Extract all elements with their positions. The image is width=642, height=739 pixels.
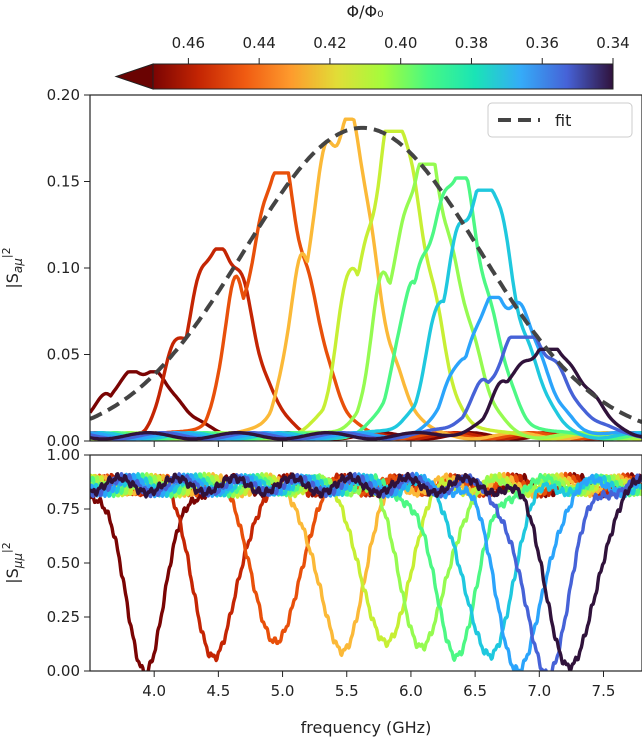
top-series-line [90,347,642,441]
colorbar-tick-label: 0.36 [526,34,559,52]
colorbar-label: Φ/Φ₀ [347,2,384,21]
legend-box [487,102,633,138]
top-series-line [90,247,642,441]
bottom-panel: 4.0 4.5 5.0 5.5 6.0 6.5 7.0 7.5 0.00 0.25 0.50 0.75… [0,446,642,737]
top-y-tick-label: 0.15 [47,173,80,191]
top-panel: 0.00 0.05 0.10 0.15 0.20 |Saμ|2 fit [0,86,642,450]
bottom-series-line [90,471,642,652]
bottom-axes-frame [89,454,642,672]
bottom-series-line [90,472,642,663]
bottom-y-tick-label: 0.75 [47,500,80,518]
bottom-y-tick-label: 0.00 [47,662,80,680]
top-series-line [90,335,642,441]
top-series-lines [90,117,642,441]
colorbar-tick-label: 0.44 [242,34,275,52]
bottom-ylabel: |Sμμ|2 [0,542,25,584]
top-y-tick-label: 0.05 [47,346,80,364]
bottom-y-tick-label: 1.00 [47,446,80,464]
x-tick-label: 4.5 [206,682,230,700]
top-y-tick-label: 0.10 [47,259,80,277]
colorbar-tick-label: 0.34 [596,34,629,52]
top-axes-frame [89,94,642,442]
bottom-series-line [90,471,642,671]
colorbar-ticks: 0.46 0.44 0.42 0.40 0.38 0.36 0.34 [172,34,630,64]
colorbar-tick-label: 0.40 [384,34,417,52]
top-axis-ticks: 0.00 0.05 0.10 0.15 0.20 [47,86,604,450]
legend: fit [487,102,633,138]
top-series-line [90,162,642,441]
bottom-y-tick-label: 0.50 [47,554,80,572]
legend-label: fit [555,111,571,130]
x-tick-label: 5.0 [271,682,295,700]
x-tick-label: 6.0 [399,682,423,700]
colorbar-tick-label: 0.38 [455,34,488,52]
colorbar-extend-arrow [114,63,154,90]
x-tick-label: 7.0 [527,682,551,700]
colorbar-tick-label: 0.46 [172,34,205,52]
x-tick-label: 4.0 [142,682,166,700]
top-series-line [90,295,642,441]
x-tick-label: 5.5 [335,682,359,700]
top-y-tick-label: 0.20 [47,86,80,104]
bottom-series-line [90,472,642,661]
bottom-axis-ticks: 4.0 4.5 5.0 5.5 6.0 6.5 7.0 7.5 0.00 0.25 0.50 0.75… [47,446,616,700]
bottom-y-tick-label: 0.25 [47,608,80,626]
fit-curve [90,125,642,424]
x-axis-label: frequency (GHz) [301,718,432,737]
x-tick-label: 6.5 [463,682,487,700]
bottom-series-lines [90,471,642,671]
x-tick-label: 7.5 [592,682,616,700]
colorbar-tick-label: 0.42 [313,34,346,52]
top-ylabel: |Saμ|2 [0,247,25,288]
top-y-tick-label: 0.00 [47,432,80,450]
colorbar [152,63,614,90]
